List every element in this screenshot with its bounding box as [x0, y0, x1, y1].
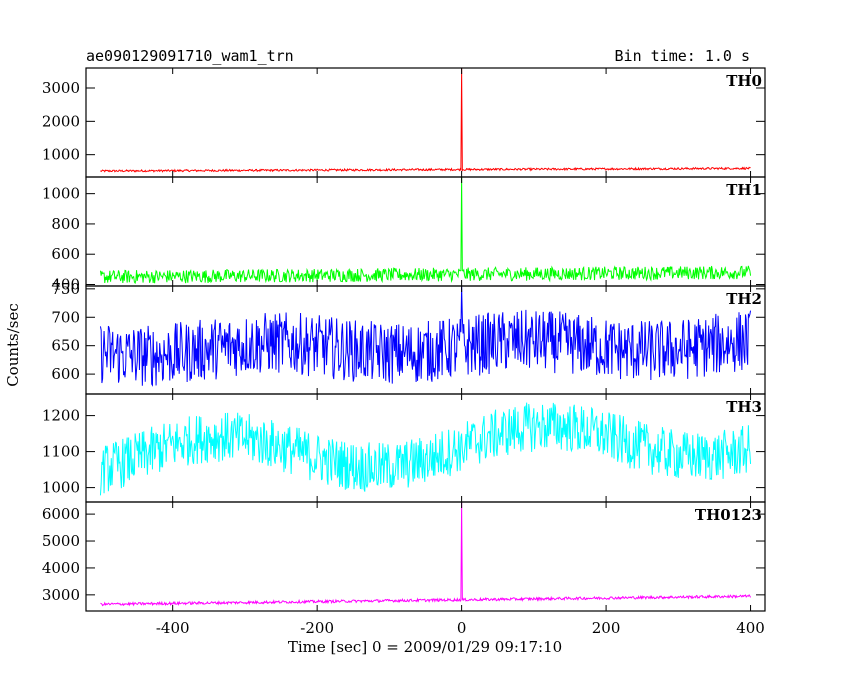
panel-frame-th0123 — [86, 502, 765, 611]
y-tick-label: 2000 — [42, 112, 80, 130]
panel-label-th1: TH1 — [726, 181, 762, 199]
y-tick-label: 700 — [51, 308, 80, 326]
series-line-th0123 — [100, 502, 750, 606]
panel-label-th2: TH2 — [726, 290, 762, 308]
y-tick-label: 1000 — [42, 146, 80, 164]
series-line-th0 — [100, 68, 750, 172]
x-tick-label: 400 — [736, 619, 765, 637]
series-line-th2 — [100, 286, 750, 386]
x-tick-label: -400 — [156, 619, 190, 637]
panel-label-th0123: TH0123 — [695, 506, 762, 524]
y-tick-label: 650 — [51, 337, 80, 355]
y-tick-label: 5000 — [42, 532, 80, 550]
y-tick-label: 800 — [51, 215, 80, 233]
series-line-th3 — [100, 403, 750, 496]
y-tick-label: 4000 — [42, 559, 80, 577]
y-tick-label: 1200 — [42, 407, 80, 425]
y-tick-label: 3000 — [42, 79, 80, 97]
y-tick-label: 6000 — [42, 505, 80, 523]
y-tick-label: 600 — [51, 365, 80, 383]
x-axis-label: Time [sec] 0 = 2009/01/29 09:17:10 — [288, 638, 562, 656]
y-tick-label: 750 — [51, 280, 80, 298]
y-tick-label: 1100 — [42, 443, 80, 461]
series-line-th1 — [100, 177, 750, 283]
y-axis-label: Counts/sec — [4, 303, 22, 387]
y-tick-label: 1000 — [42, 185, 80, 203]
y-tick-label: 600 — [51, 245, 80, 263]
y-tick-label: 1000 — [42, 479, 80, 497]
x-tick-label: 200 — [592, 619, 621, 637]
panel-label-th3: TH3 — [726, 398, 762, 416]
x-tick-label: -200 — [300, 619, 334, 637]
panel-frame-th0 — [86, 68, 765, 177]
y-tick-label: 3000 — [42, 586, 80, 604]
panel-label-th0: TH0 — [726, 72, 762, 90]
x-tick-label: 0 — [457, 619, 467, 637]
